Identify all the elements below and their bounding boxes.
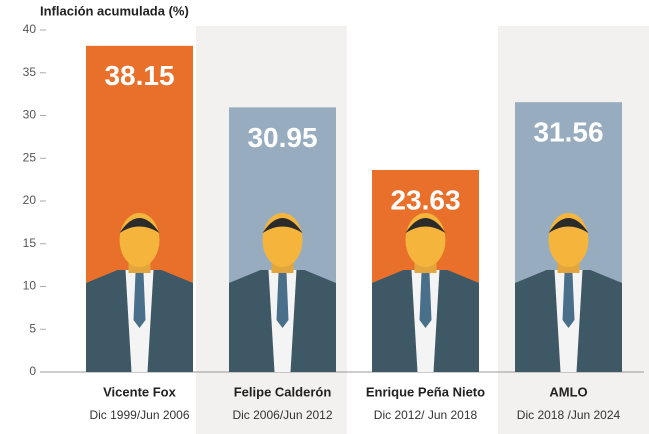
period-label: Dic 1999/Jun 2006 [89, 408, 189, 422]
portrait-tie [277, 273, 289, 328]
x-tick-label: AMLO [549, 384, 587, 399]
x-tick-label: Vicente Fox [103, 384, 177, 399]
portrait-tie [563, 273, 575, 328]
period-label: Dic 2018 /Jun 2024 [517, 408, 621, 422]
y-tick-label: 5 [29, 321, 36, 335]
value-label: 38.15 [104, 60, 174, 91]
y-tick-label: 20 [23, 193, 37, 207]
y-tick-label: 35 [23, 65, 37, 79]
value-label: 23.63 [390, 184, 460, 215]
y-tick-label: 25 [23, 150, 37, 164]
y-tick-label: 40 [23, 22, 37, 36]
chart-title: Inflación acumulada (%) [40, 3, 189, 18]
y-tick-label: 15 [23, 236, 37, 250]
portrait-tie [420, 273, 432, 328]
y-tick-label: 10 [23, 279, 37, 293]
y-tick-label: 30 [23, 108, 37, 122]
x-tick-label: Felipe Calderón [234, 384, 332, 399]
portrait-tie [134, 273, 146, 328]
period-label: Dic 2012/ Jun 2018 [374, 408, 478, 422]
x-tick-label: Enrique Peña Nieto [366, 384, 485, 399]
chart: Inflación acumulada (%) 0 5 10 15 20 25 30 35 40… [0, 0, 649, 434]
y-tick-label: 0 [29, 364, 36, 378]
value-label: 31.56 [533, 117, 603, 148]
period-label: Dic 2006/Jun 2012 [232, 408, 332, 422]
value-label: 30.95 [247, 122, 317, 153]
